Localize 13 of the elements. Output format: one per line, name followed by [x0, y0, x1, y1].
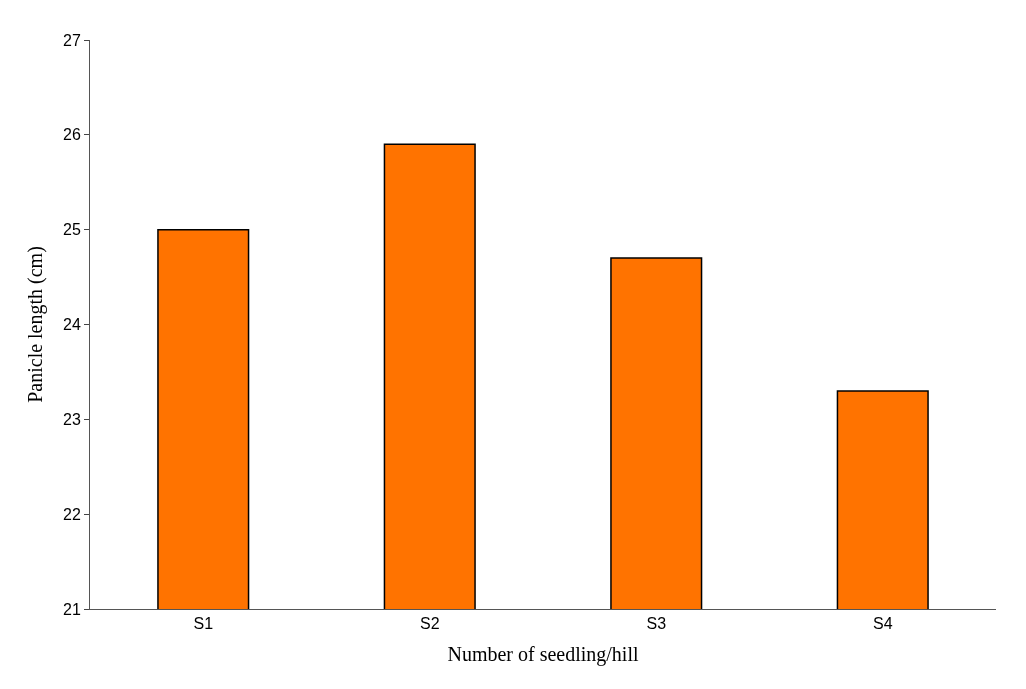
y-axis-title: Panicle length (cm) [23, 246, 47, 403]
y-tick-label: 25 [63, 221, 81, 239]
y-tick-label: 24 [63, 316, 81, 334]
x-tick-label: S2 [419, 615, 440, 633]
x-tick-label: S4 [872, 615, 893, 633]
y-tick-label: 26 [63, 126, 81, 144]
y-tick-label: 22 [63, 505, 81, 523]
y-tick-label: 23 [63, 410, 81, 428]
x-tick-label: S1 [193, 615, 214, 633]
x-axis-title: Number of seedling/hill [447, 642, 639, 666]
x-tick-label: S3 [646, 615, 667, 633]
y-tick-label: 27 [63, 31, 81, 49]
y-tick-label: 21 [63, 600, 81, 618]
